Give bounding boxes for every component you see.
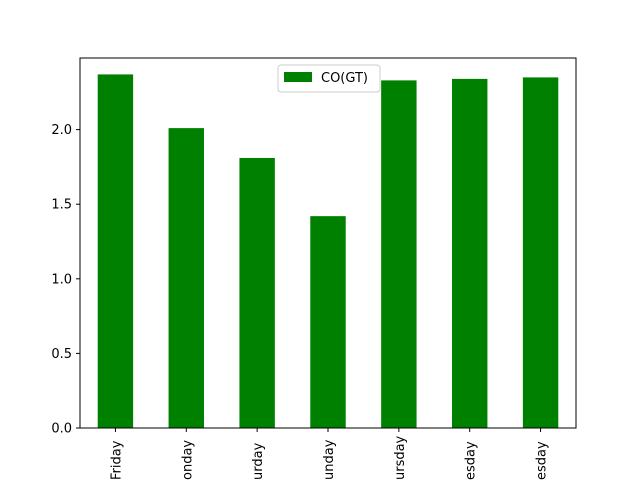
x-tick-label: unday: [322, 439, 337, 480]
legend-box: [277, 64, 381, 93]
y-tick-label: 0.5: [51, 347, 72, 362]
y-tick-label: 1.0: [51, 272, 72, 287]
legend: CO(GT): [277, 64, 381, 93]
y-tick-label: 1.5: [51, 198, 72, 213]
bar-wednesday: [522, 77, 559, 429]
bars-group: [97, 74, 559, 429]
x-axis: Friday onday urday unday ursday esday esday: [109, 428, 550, 480]
bar-saturday: [239, 157, 275, 428]
legend-label: CO(GT): [321, 71, 368, 86]
x-tick-label: Friday: [109, 440, 124, 480]
x-tick-label: urday: [251, 442, 266, 480]
x-tick-label: esday: [535, 441, 550, 480]
y-axis: 0.0 0.5 1.0 1.5 2.0: [51, 123, 80, 437]
x-tick-label: onday: [180, 440, 195, 480]
x-tick-label: ursday: [393, 435, 408, 480]
y-tick-label: 2.0: [51, 123, 72, 138]
bar-sunday: [310, 216, 346, 428]
bar-monday: [168, 128, 204, 428]
bar-thursday: [381, 80, 417, 428]
legend-swatch: [284, 72, 312, 82]
plot-frame: [79, 57, 577, 429]
y-tick-label: 0.0: [51, 422, 72, 437]
bar-friday: [97, 74, 134, 428]
x-tick-label: esday: [464, 441, 479, 480]
bar-tuesday: [452, 78, 488, 428]
